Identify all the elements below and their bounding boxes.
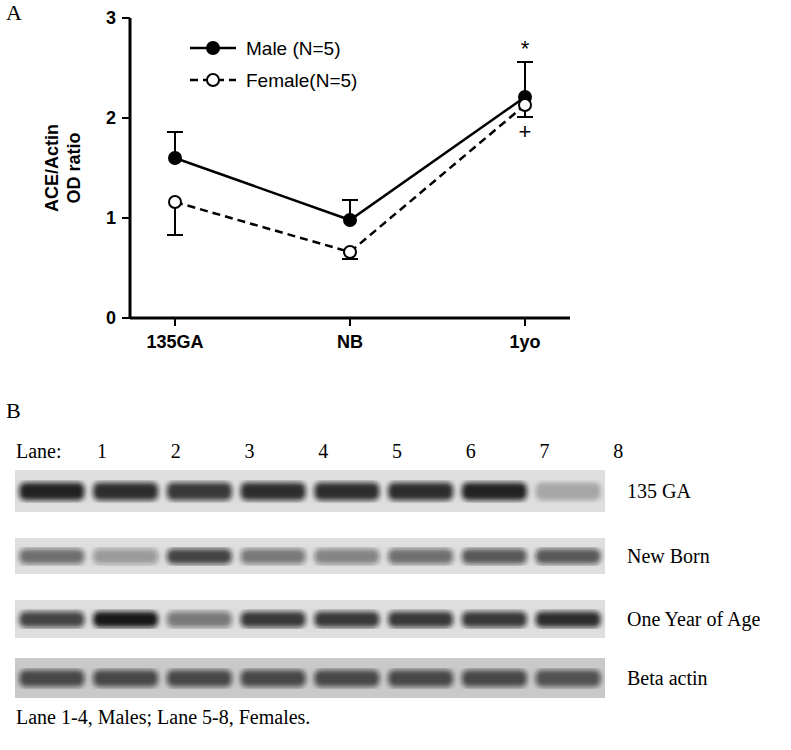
band xyxy=(314,483,379,501)
data-point xyxy=(169,196,181,208)
band xyxy=(388,611,453,627)
y-tick-label: 2 xyxy=(106,108,116,128)
band xyxy=(19,549,84,564)
band xyxy=(167,670,232,687)
series-line xyxy=(175,105,525,252)
band xyxy=(241,611,306,627)
band xyxy=(388,549,453,564)
band xyxy=(93,483,158,501)
band xyxy=(93,670,158,687)
y-axis xyxy=(129,18,132,318)
annotation: + xyxy=(519,119,532,144)
lane-number: 4 xyxy=(318,440,328,462)
lane-number: 3 xyxy=(244,440,254,462)
row-label: 135 GA xyxy=(627,480,691,502)
figure: A 0 1 2 3 135GA NB 1yo ACE/ActinOD ratio * + Male (… xyxy=(0,0,791,750)
y-tick xyxy=(122,17,130,19)
y-tick-label: 1 xyxy=(106,208,116,228)
panel-label: A xyxy=(6,0,22,25)
band xyxy=(536,611,601,627)
blot-strip xyxy=(15,470,605,512)
lane-number: 8 xyxy=(613,440,623,462)
lane-number: 5 xyxy=(392,440,402,462)
lane-number: 1 xyxy=(97,440,107,462)
y-tick xyxy=(122,317,130,319)
band xyxy=(19,670,84,687)
band xyxy=(93,549,158,564)
band xyxy=(93,611,158,627)
y-axis-label-line: ACE/Actin xyxy=(42,124,62,212)
legend-marker xyxy=(207,74,219,86)
panel-label: B xyxy=(6,398,21,423)
error-cap xyxy=(517,61,533,63)
y-tick xyxy=(122,117,130,119)
lane-number: 6 xyxy=(466,440,476,462)
y-tick-label: 3 xyxy=(106,8,116,28)
x-tick-label: 1yo xyxy=(509,332,540,352)
band xyxy=(241,670,306,687)
band xyxy=(462,611,527,627)
data-point xyxy=(519,99,531,111)
legend-label: Male (N=5) xyxy=(246,38,341,59)
band xyxy=(388,670,453,687)
series-line xyxy=(175,97,525,220)
band xyxy=(462,483,527,501)
error-cap xyxy=(167,131,183,133)
data-point xyxy=(344,246,356,258)
plot-marks xyxy=(167,62,533,259)
band xyxy=(241,549,306,564)
x-tick xyxy=(524,318,526,326)
blot-strip xyxy=(15,658,605,698)
band xyxy=(536,549,601,564)
x-tick-label: NB xyxy=(337,332,363,352)
row-label: New Born xyxy=(627,545,710,567)
caption: Lane 1-4, Males; Lane 5-8, Females. xyxy=(16,706,310,728)
band xyxy=(462,549,527,564)
legend-label: Female(N=5) xyxy=(246,70,357,91)
blot-strip xyxy=(15,600,605,638)
band xyxy=(388,483,453,501)
band xyxy=(167,483,232,501)
band xyxy=(167,611,232,627)
error-cap xyxy=(342,199,358,201)
lane-number: 2 xyxy=(171,440,181,462)
y-axis-label-line: OD ratio xyxy=(64,132,84,203)
row-label: Beta actin xyxy=(627,667,708,689)
lane-title: Lane: xyxy=(16,440,62,462)
band xyxy=(314,670,379,687)
x-tick-label: 135GA xyxy=(146,332,203,352)
error-cap xyxy=(517,116,533,118)
band xyxy=(536,483,601,501)
y-tick-label: 0 xyxy=(106,308,116,328)
y-tick xyxy=(122,217,130,219)
blot-strip xyxy=(15,538,605,574)
band xyxy=(241,483,306,501)
band xyxy=(536,670,601,687)
lane-number: 7 xyxy=(539,440,549,462)
legend-marker xyxy=(207,42,219,54)
data-point xyxy=(344,214,356,226)
band xyxy=(19,611,84,627)
data-point xyxy=(169,152,181,164)
band xyxy=(19,483,84,501)
row-label: One Year of Age xyxy=(627,608,760,631)
band xyxy=(462,670,527,687)
band xyxy=(314,611,379,627)
y-axis-label: ACE/ActinOD ratio xyxy=(42,124,84,212)
band xyxy=(167,549,232,564)
error-cap xyxy=(167,234,183,236)
x-tick xyxy=(349,318,351,326)
annotation: * xyxy=(521,36,530,61)
band xyxy=(314,549,379,564)
x-tick xyxy=(174,318,176,326)
